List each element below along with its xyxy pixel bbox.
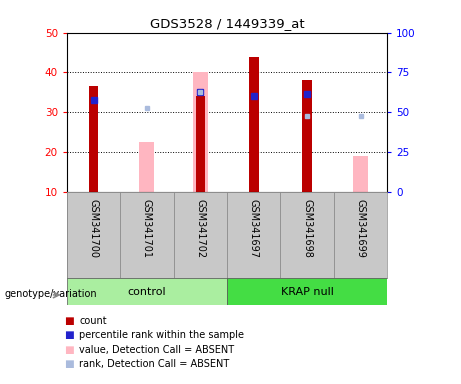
Text: control: control <box>128 287 166 297</box>
Text: ■: ■ <box>65 330 74 340</box>
Bar <box>193 73 208 192</box>
Bar <box>195 96 205 192</box>
Text: GSM341700: GSM341700 <box>89 199 99 258</box>
Bar <box>67 192 120 278</box>
Text: KRAP null: KRAP null <box>281 287 334 297</box>
Bar <box>227 192 280 278</box>
Bar <box>353 156 368 192</box>
Text: ■: ■ <box>65 359 74 369</box>
Text: ■: ■ <box>65 345 74 355</box>
Bar <box>302 81 312 192</box>
Text: genotype/variation: genotype/variation <box>5 289 97 299</box>
Text: GSM341701: GSM341701 <box>142 199 152 258</box>
Text: GSM341699: GSM341699 <box>355 199 366 258</box>
Text: count: count <box>79 316 107 326</box>
Text: ■: ■ <box>65 316 74 326</box>
Bar <box>249 56 259 192</box>
Text: GSM341698: GSM341698 <box>302 199 312 258</box>
Bar <box>89 86 98 192</box>
Text: value, Detection Call = ABSENT: value, Detection Call = ABSENT <box>79 345 234 355</box>
Bar <box>280 192 334 278</box>
Text: GSM341697: GSM341697 <box>249 199 259 258</box>
Bar <box>140 142 154 192</box>
Text: rank, Detection Call = ABSENT: rank, Detection Call = ABSENT <box>79 359 230 369</box>
Text: GSM341702: GSM341702 <box>195 199 205 258</box>
Bar <box>174 192 227 278</box>
Bar <box>120 192 174 278</box>
Bar <box>67 278 227 305</box>
Text: percentile rank within the sample: percentile rank within the sample <box>79 330 244 340</box>
Bar <box>227 278 387 305</box>
Title: GDS3528 / 1449339_at: GDS3528 / 1449339_at <box>150 17 304 30</box>
Bar <box>334 192 387 278</box>
